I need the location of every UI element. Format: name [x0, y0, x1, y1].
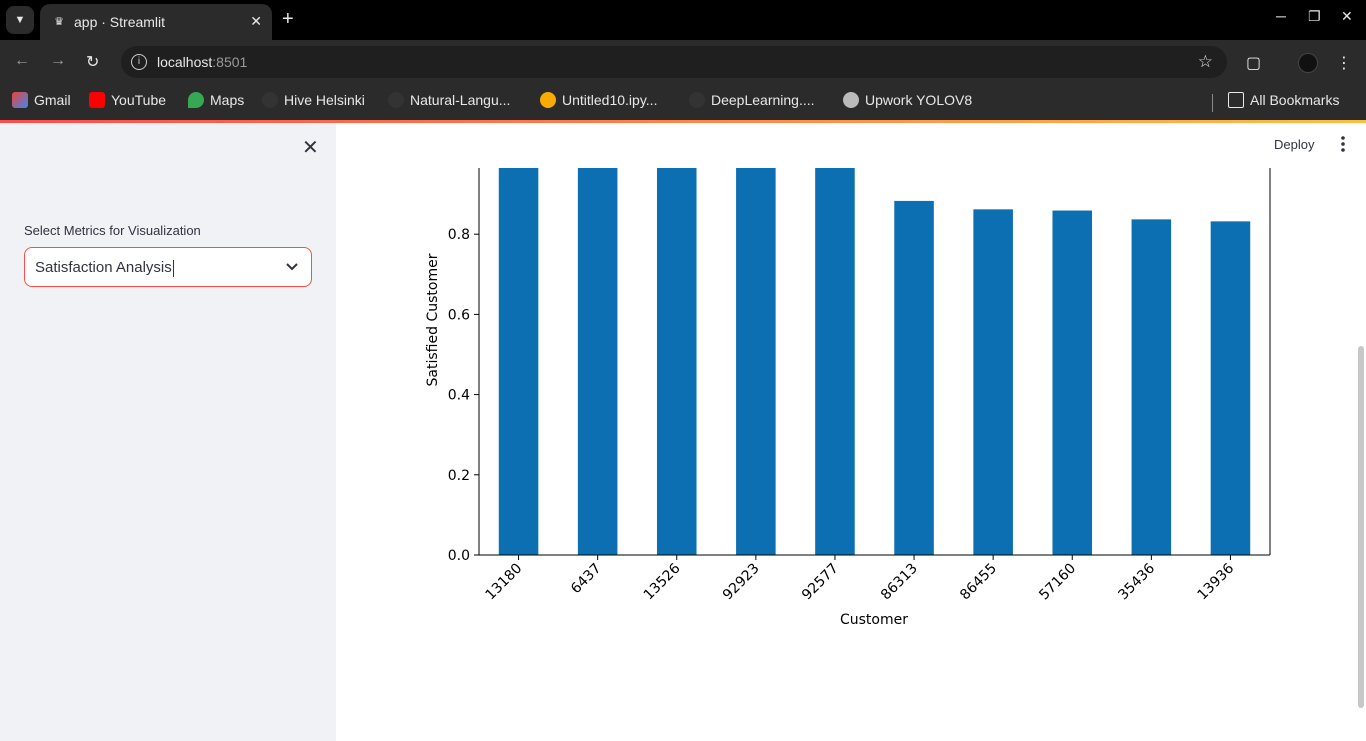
extensions-icon[interactable]: ▢ [1246, 55, 1262, 72]
bookmark-maps[interactable]: Maps [188, 92, 244, 108]
browser-tab[interactable]: ♛ app · Streamlit ✕ [40, 4, 272, 40]
streamlit-loading-bar [0, 120, 1366, 123]
bookmark-hive-helsinki[interactable]: Hive Helsinki [262, 92, 365, 108]
colab-icon [540, 92, 556, 108]
reload-icon[interactable]: ↻ [86, 54, 100, 71]
bookmark-separator [1212, 94, 1213, 112]
main-content: Deploy 0.0 0.2 0.4 0.6 0.8 13180 6437 13526 929… [336, 123, 1366, 741]
new-tab-button[interactable]: + [282, 8, 294, 30]
bookmark-gmail[interactable]: Gmail [12, 92, 71, 108]
bookmark-upwork-yolov8[interactable]: Upwork YOLOV8 [843, 92, 972, 108]
x-tick-label: 13526 [641, 560, 684, 603]
github-icon [262, 92, 278, 108]
bar-57160 [1052, 210, 1093, 555]
streamlit-favicon-icon: ♛ [54, 16, 64, 28]
select-label: Select Metrics for Visualization [24, 223, 201, 238]
address-bar[interactable]: i localhost:8501 ☆ [121, 46, 1227, 78]
folder-icon [1228, 92, 1244, 108]
x-tick-label: 86455 [957, 561, 1000, 604]
y-tick-label: 0.4 [448, 388, 470, 404]
satisfaction-bar-chart: 0.0 0.2 0.4 0.6 0.8 13180 6437 13526 92923 92577… [425, 168, 1271, 628]
browser-tab-bar: ▼ ♛ app · Streamlit ✕ + ─ ❐ ✕ [0, 0, 1366, 40]
bookmark-star-icon[interactable]: ☆ [1197, 52, 1213, 71]
maps-icon [188, 92, 204, 108]
github-icon [689, 92, 705, 108]
bookmarks-bar: Gmail YouTube Maps Hive Helsinki Natural… [0, 86, 1366, 120]
bar-86455 [973, 209, 1013, 555]
bookmark-youtube[interactable]: YouTube [89, 92, 166, 108]
tab-search-button[interactable]: ▼ [6, 6, 34, 34]
close-window-icon[interactable]: ✕ [1341, 8, 1353, 24]
gmail-icon [12, 92, 28, 108]
metrics-select-value: Satisfaction Analysis [35, 259, 174, 277]
back-icon[interactable]: ← [14, 52, 30, 69]
y-tick-label: 0.8 [448, 227, 470, 243]
bookmark-natural-language[interactable]: Natural-Langu... [388, 92, 510, 108]
x-tick-label: 92923 [720, 561, 763, 604]
site-info-icon[interactable]: i [131, 54, 147, 70]
deploy-button[interactable]: Deploy [1274, 137, 1315, 152]
y-axis-label: Satisfied Customer [425, 253, 441, 386]
bar-13936 [1210, 221, 1251, 556]
close-sidebar-icon[interactable]: ✕ [302, 137, 319, 159]
bookmark-untitled10[interactable]: Untitled10.ipy... [540, 92, 657, 108]
bar-35436 [1131, 219, 1172, 555]
x-tick-label: 35436 [1115, 560, 1158, 603]
github-icon [388, 92, 404, 108]
bar-6437 [577, 168, 618, 555]
y-tick-label: 0.6 [448, 307, 470, 323]
main-menu-icon[interactable] [1340, 135, 1346, 153]
x-tick-label: 86313 [878, 561, 921, 604]
close-tab-icon[interactable]: ✕ [250, 13, 262, 29]
minimize-icon[interactable]: ─ [1276, 8, 1286, 24]
y-tick-label: 0.2 [448, 468, 470, 484]
bar-92923 [736, 168, 776, 555]
x-tick-label: 6437 [568, 561, 605, 598]
bar-92577 [815, 168, 855, 555]
browser-menu-icon[interactable]: ⋮ [1336, 55, 1352, 72]
x-tick-label: 13180 [483, 561, 526, 604]
x-axis-label: Customer [840, 612, 908, 628]
bar-86313 [894, 200, 934, 555]
y-tick-label: 0.0 [448, 548, 470, 564]
all-bookmarks-folder[interactable]: All Bookmarks [1228, 92, 1339, 108]
bookmark-deeplearning[interactable]: DeepLearning.... [689, 92, 815, 108]
x-tick-label: 13936 [1194, 560, 1237, 603]
page-scrollbar[interactable] [1358, 346, 1364, 708]
browser-toolbar: ← → ↻ i localhost:8501 ☆ ▢ ⋮ [0, 40, 1366, 86]
metrics-select[interactable]: Satisfaction Analysis [24, 247, 312, 287]
bar-13180 [498, 168, 539, 555]
bar-13526 [656, 168, 697, 555]
url-port: :8501 [212, 54, 248, 70]
sidebar: ✕ Select Metrics for Visualization Satis… [0, 123, 336, 741]
globe-icon [843, 92, 859, 108]
x-tick-label: 57160 [1036, 561, 1079, 604]
youtube-icon [89, 92, 105, 108]
url-host: localhost [157, 54, 213, 70]
forward-icon[interactable]: → [50, 52, 66, 69]
chevron-down-icon [286, 263, 298, 271]
x-tick-label: 92577 [799, 561, 842, 604]
restore-icon[interactable]: ❐ [1308, 8, 1321, 24]
tab-title: app · Streamlit [74, 14, 166, 30]
profile-avatar[interactable] [1298, 53, 1318, 73]
